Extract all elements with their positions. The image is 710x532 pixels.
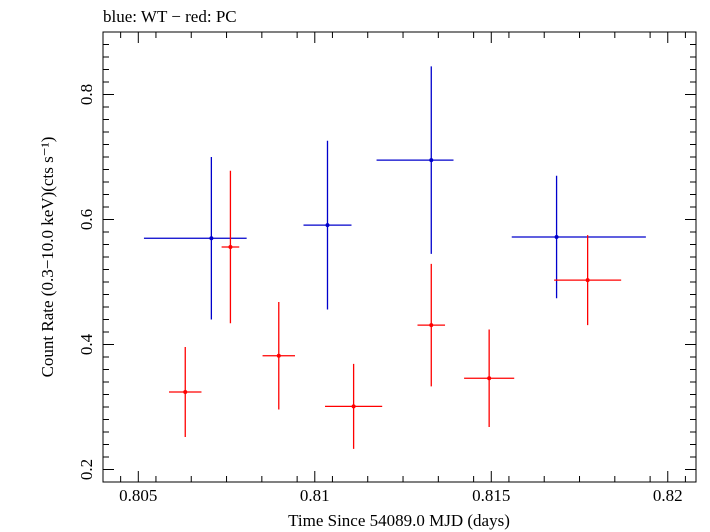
x-tick-label: 0.81 <box>300 486 330 505</box>
data-point <box>351 404 356 409</box>
data-point <box>487 376 492 381</box>
x-tick-label: 0.805 <box>119 486 157 505</box>
x-axis: 0.805 0.81 0.815 0.82 <box>119 32 686 505</box>
plot-frame <box>102 31 697 483</box>
series-1 <box>169 170 622 449</box>
chart-title: blue: WT − red: PC <box>103 7 237 26</box>
x-axis-label: Time Since 54089.0 MJD (days) <box>288 511 510 530</box>
data-point <box>429 158 434 163</box>
y-tick-label: 0.4 <box>77 333 96 355</box>
y-axis: 0.2 0.4 0.6 0.8 <box>77 44 696 480</box>
data-point <box>276 353 281 358</box>
y-tick-label: 0.6 <box>77 209 96 230</box>
y-tick-label: 0.2 <box>77 459 96 480</box>
data-point <box>183 390 188 394</box>
data-point <box>209 236 214 241</box>
data-point <box>585 278 590 283</box>
data-point <box>228 245 233 249</box>
data-point <box>554 235 559 239</box>
series-0 <box>143 66 646 320</box>
x-tick-label: 0.815 <box>472 486 510 505</box>
y-tick-label: 0.8 <box>77 84 96 105</box>
data-point <box>429 323 434 328</box>
data-series <box>143 66 646 449</box>
y-axis-label: Count Rate (0.3−10.0 keV)(cts s⁻¹) <box>38 137 57 378</box>
data-point <box>325 223 330 228</box>
x-tick-label: 0.82 <box>653 486 683 505</box>
